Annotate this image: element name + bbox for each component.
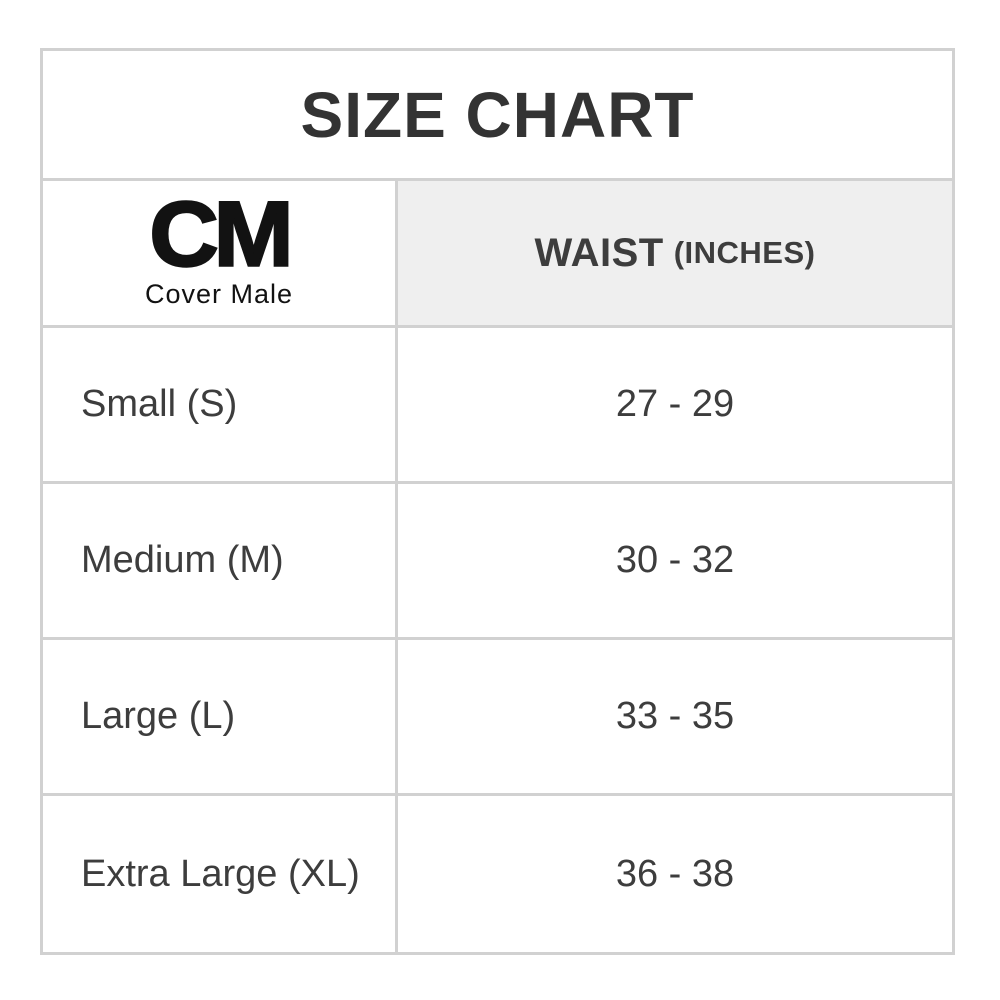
title-row: SIZE CHART (43, 51, 952, 181)
table-row-waist-small: 27 - 29 (398, 328, 952, 484)
waist-label: WAIST (534, 230, 664, 275)
table-row-size-large: Large (L) (43, 640, 398, 796)
table-row-waist-medium: 30 - 32 (398, 484, 952, 640)
page-title: SIZE CHART (300, 78, 695, 151)
size-chart-table: SIZE CHART CM Cover Male WAIST (INCHES) … (40, 48, 955, 955)
table-row-waist-large: 33 - 35 (398, 640, 952, 796)
table-row-size-xl: Extra Large (XL) (43, 796, 398, 952)
brand-header-cell: CM Cover Male (43, 181, 398, 328)
table-row-size-medium: Medium (M) (43, 484, 398, 640)
waist-unit-label: (INCHES) (673, 235, 816, 270)
table-row-waist-xl: 36 - 38 (615, 852, 735, 895)
brand-logo-name: Cover Male (144, 278, 294, 309)
table-row-size-small: Small (S) (43, 328, 398, 484)
column-header-waist: WAIST (INCHES) (398, 181, 952, 328)
brand-logo-cm: CM (148, 183, 295, 287)
